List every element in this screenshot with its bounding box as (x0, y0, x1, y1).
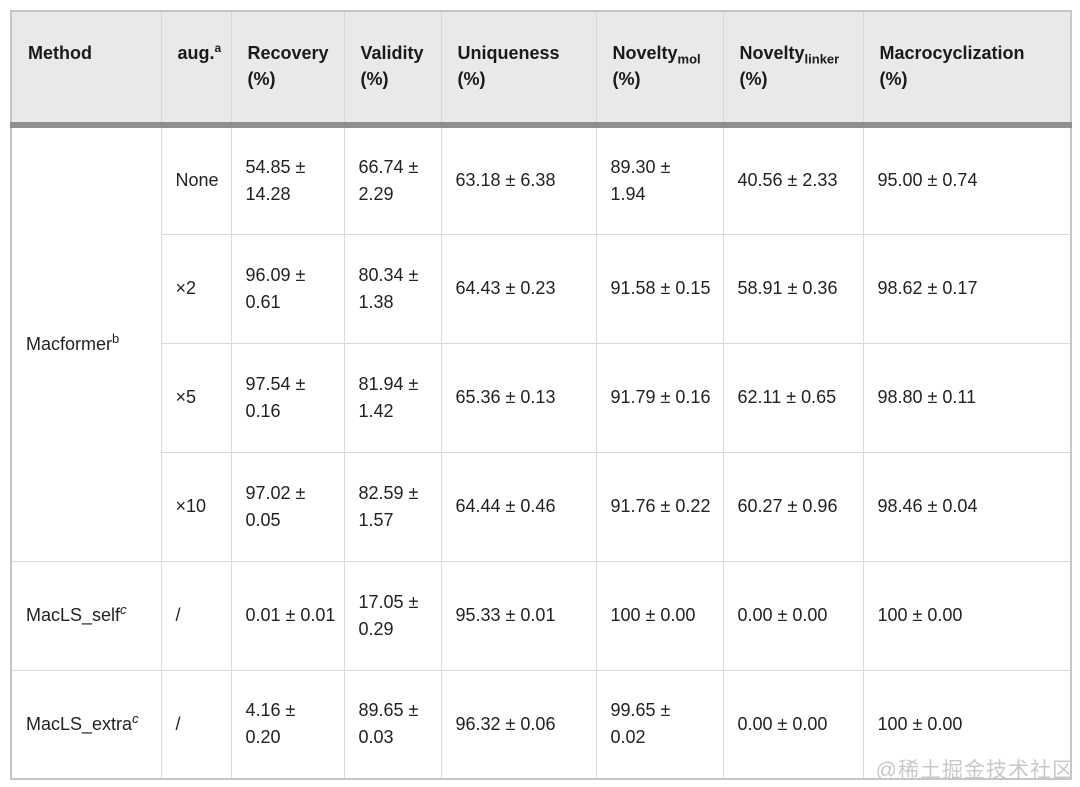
validity-cell: 89.65 ± 0.03 (343, 669, 442, 780)
uniqueness-cell: 96.32 ± 0.06 (440, 669, 597, 780)
recovery-cell: 97.02 ± 0.05 (230, 451, 345, 562)
header-row: Method aug.a Recovery (%) Validity (%) Uni… (10, 10, 1072, 128)
uniqueness-cell: 63.18 ± 6.38 (440, 124, 597, 235)
novelty-linker-cell: 0.00 ± 0.00 (722, 560, 864, 671)
method-cell-macformer: Macformerb (10, 124, 162, 562)
novelty-mol-cell: 91.79 ± 0.16 (595, 342, 724, 453)
col-header-novelty-mol: Noveltymol (%) (595, 10, 724, 128)
recovery-cell: 0.01 ± 0.01 (230, 560, 345, 671)
novelty-mol-cell: 89.30 ± 1.94 (595, 124, 724, 235)
recovery-cell: 54.85 ± 14.28 (230, 124, 345, 235)
results-table: Method aug.a Recovery (%) Validity (%) Uni… (10, 10, 1072, 780)
uniqueness-cell: 64.43 ± 0.23 (440, 233, 597, 344)
table-row-macformer-x2: ×2 96.09 ± 0.61 80.34 ± 1.38 64.43 ± 0.2… (11, 233, 1072, 344)
macrocyclization-cell: 100 ± 0.00 (862, 669, 1072, 780)
col-header-uniqueness: Uniqueness (%) (440, 10, 597, 128)
col-header-macrocyclization: Macrocyclization (%) (862, 10, 1072, 128)
table-row-macls-extra: MacLS_extrac / 4.16 ± 0.20 89.65 ± 0.03 … (10, 669, 1072, 780)
macrocyclization-cell: 100 ± 0.00 (862, 560, 1072, 671)
macrocyclization-cell: 98.80 ± 0.11 (862, 342, 1072, 453)
recovery-cell: 97.54 ± 0.16 (230, 342, 345, 453)
novelty-linker-cell: 62.11 ± 0.65 (722, 342, 864, 453)
col-header-validity: Validity (%) (343, 10, 442, 128)
method-cell-macls-self: MacLS_selfc (10, 560, 162, 671)
uniqueness-cell: 95.33 ± 0.01 (440, 560, 597, 671)
col-header-aug: aug.a (160, 10, 232, 128)
col-header-recovery: Recovery (%) (230, 10, 345, 128)
col-header-method: Method (10, 10, 162, 128)
method-cell-macls-extra: MacLS_extrac (10, 669, 162, 780)
recovery-cell: 4.16 ± 0.20 (230, 669, 345, 780)
novelty-linker-cell: 58.91 ± 0.36 (722, 233, 864, 344)
aug-cell: ×5 (160, 342, 232, 453)
validity-cell: 80.34 ± 1.38 (343, 233, 442, 344)
novelty-linker-cell: 60.27 ± 0.96 (722, 451, 864, 562)
table-row-macformer-x10: ×10 97.02 ± 0.05 82.59 ± 1.57 64.44 ± 0.… (11, 451, 1072, 562)
aug-cell: ×2 (160, 233, 232, 344)
aug-cell: None (160, 124, 232, 235)
table-row-macformer-none: Macformerb None 54.85 ± 14.28 66.74 ± 2.… (10, 124, 1072, 562)
validity-cell: 81.94 ± 1.42 (343, 342, 442, 453)
table-row-macls-self: MacLS_selfc / 0.01 ± 0.01 17.05 ± 0.29 9… (10, 560, 1072, 671)
recovery-cell: 96.09 ± 0.61 (230, 233, 345, 344)
macrocyclization-cell: 95.00 ± 0.74 (862, 124, 1072, 235)
novelty-mol-cell: 91.76 ± 0.22 (595, 451, 724, 562)
novelty-linker-cell: 40.56 ± 2.33 (722, 124, 864, 235)
table-row-macformer-x5: ×5 97.54 ± 0.16 81.94 ± 1.42 65.36 ± 0.1… (11, 342, 1072, 453)
validity-cell: 82.59 ± 1.57 (343, 451, 442, 562)
aug-cell: ×10 (160, 451, 232, 562)
novelty-mol-cell: 99.65 ± 0.02 (595, 669, 724, 780)
aug-cell: / (160, 669, 232, 780)
novelty-mol-cell: 91.58 ± 0.15 (595, 233, 724, 344)
novelty-linker-cell: 0.00 ± 0.00 (722, 669, 864, 780)
novelty-mol-cell: 100 ± 0.00 (595, 560, 724, 671)
validity-cell: 17.05 ± 0.29 (343, 560, 442, 671)
aug-cell: / (160, 560, 232, 671)
macrocyclization-cell: 98.62 ± 0.17 (862, 233, 1072, 344)
uniqueness-cell: 64.44 ± 0.46 (440, 451, 597, 562)
col-header-novelty-linker: Noveltylinker (%) (722, 10, 864, 128)
macrocyclization-cell: 98.46 ± 0.04 (862, 451, 1072, 562)
uniqueness-cell: 65.36 ± 0.13 (440, 342, 597, 453)
validity-cell: 66.74 ± 2.29 (343, 124, 442, 235)
